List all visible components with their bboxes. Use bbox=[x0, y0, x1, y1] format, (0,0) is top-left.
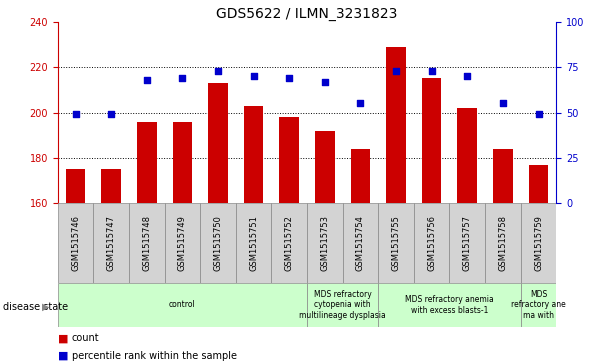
Text: ■: ■ bbox=[58, 333, 68, 343]
Bar bbox=[378, 203, 414, 283]
Bar bbox=[271, 203, 307, 283]
Text: GSM1515755: GSM1515755 bbox=[392, 215, 401, 271]
Bar bbox=[244, 106, 263, 203]
Text: GSM1515750: GSM1515750 bbox=[213, 215, 223, 271]
Text: GSM1515747: GSM1515747 bbox=[106, 215, 116, 271]
Text: GSM1515758: GSM1515758 bbox=[499, 215, 508, 271]
Text: GSM1515754: GSM1515754 bbox=[356, 215, 365, 271]
Text: GSM1515756: GSM1515756 bbox=[427, 215, 436, 271]
Point bbox=[71, 111, 80, 117]
Bar bbox=[58, 203, 94, 283]
Bar bbox=[173, 122, 192, 203]
Point bbox=[427, 68, 437, 74]
Bar bbox=[520, 283, 556, 327]
Point bbox=[142, 77, 151, 83]
Bar bbox=[200, 203, 236, 283]
Title: GDS5622 / ILMN_3231823: GDS5622 / ILMN_3231823 bbox=[216, 7, 398, 21]
Text: GSM1515757: GSM1515757 bbox=[463, 215, 472, 271]
Bar bbox=[343, 203, 378, 283]
Bar bbox=[493, 149, 513, 203]
Text: MDS refractory
cytopenia with
multilineage dysplasia: MDS refractory cytopenia with multilinea… bbox=[299, 290, 386, 320]
Bar bbox=[378, 283, 520, 327]
Bar bbox=[307, 283, 378, 327]
Text: ■: ■ bbox=[58, 351, 68, 361]
Bar bbox=[236, 203, 271, 283]
Bar bbox=[137, 122, 157, 203]
Point bbox=[320, 79, 330, 85]
Point bbox=[534, 111, 544, 117]
Text: GSM1515752: GSM1515752 bbox=[285, 215, 294, 271]
Point bbox=[498, 101, 508, 106]
Point bbox=[249, 73, 258, 79]
Text: GSM1515748: GSM1515748 bbox=[142, 215, 151, 271]
Text: ▶: ▶ bbox=[43, 302, 50, 312]
Bar bbox=[457, 108, 477, 203]
Text: GSM1515751: GSM1515751 bbox=[249, 215, 258, 271]
Bar bbox=[165, 203, 200, 283]
Point bbox=[285, 75, 294, 81]
Bar bbox=[66, 169, 85, 203]
Point bbox=[178, 75, 187, 81]
Bar bbox=[422, 78, 441, 203]
Bar bbox=[315, 131, 334, 203]
Bar bbox=[386, 47, 406, 203]
Bar bbox=[280, 117, 299, 203]
Bar bbox=[208, 83, 228, 203]
Text: GSM1515753: GSM1515753 bbox=[320, 215, 330, 271]
Bar bbox=[102, 169, 121, 203]
Text: GSM1515749: GSM1515749 bbox=[178, 215, 187, 271]
Point bbox=[463, 73, 472, 79]
Text: GSM1515759: GSM1515759 bbox=[534, 215, 543, 271]
Text: disease state: disease state bbox=[3, 302, 68, 312]
Point bbox=[106, 111, 116, 117]
Bar bbox=[449, 203, 485, 283]
Point bbox=[213, 68, 223, 74]
Bar bbox=[307, 203, 343, 283]
Bar bbox=[414, 203, 449, 283]
Text: count: count bbox=[72, 333, 99, 343]
Text: MDS
refractory ane
ma with: MDS refractory ane ma with bbox=[511, 290, 566, 320]
Point bbox=[356, 101, 365, 106]
Bar bbox=[485, 203, 520, 283]
Bar bbox=[351, 149, 370, 203]
Point bbox=[391, 68, 401, 74]
Bar bbox=[58, 283, 307, 327]
Bar bbox=[94, 203, 129, 283]
Text: GSM1515746: GSM1515746 bbox=[71, 215, 80, 271]
Text: control: control bbox=[169, 301, 196, 309]
Bar bbox=[529, 165, 548, 203]
Text: percentile rank within the sample: percentile rank within the sample bbox=[72, 351, 237, 361]
Bar bbox=[520, 203, 556, 283]
Bar bbox=[129, 203, 165, 283]
Text: MDS refractory anemia
with excess blasts-1: MDS refractory anemia with excess blasts… bbox=[405, 295, 494, 315]
